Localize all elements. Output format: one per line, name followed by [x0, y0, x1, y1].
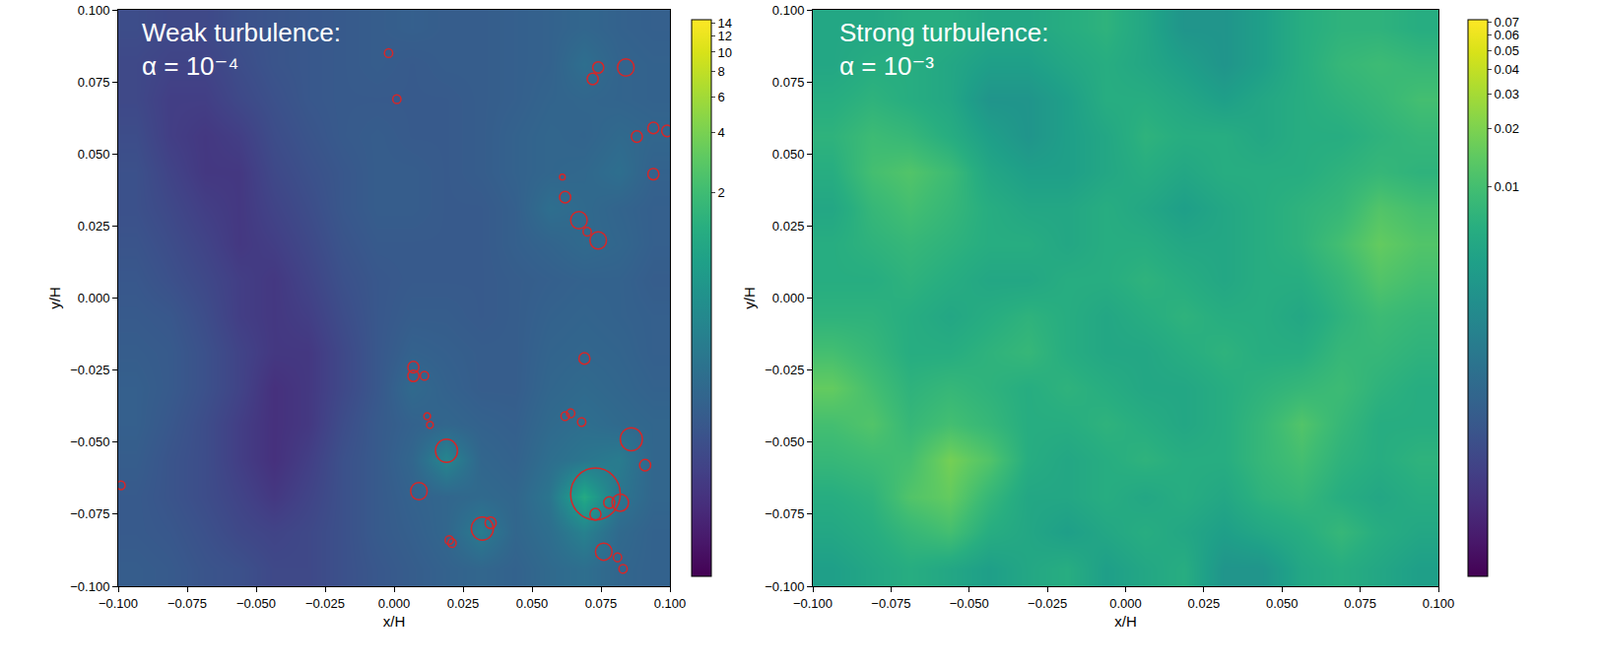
svg-text:0.02: 0.02: [1494, 121, 1520, 136]
svg-text:0.075: 0.075: [585, 596, 618, 611]
svg-text:14: 14: [718, 15, 733, 31]
svg-text:x/H: x/H: [383, 612, 406, 630]
svg-text:0.025: 0.025: [772, 218, 805, 234]
svg-text:y/H: y/H: [46, 286, 64, 310]
svg-text:6: 6: [718, 89, 726, 105]
svg-text:−0.050: −0.050: [949, 596, 990, 611]
svg-text:0.050: 0.050: [1266, 596, 1299, 611]
svg-text:x/H: x/H: [1114, 612, 1137, 630]
svg-text:−0.050: −0.050: [236, 596, 276, 611]
svg-text:0.075: 0.075: [1343, 596, 1377, 611]
svg-text:2: 2: [718, 185, 726, 200]
svg-text:4: 4: [718, 125, 726, 140]
svg-text:0.025: 0.025: [447, 596, 480, 611]
svg-text:Weak turbulence:α = 10⁻⁴: Weak turbulence:α = 10⁻⁴: [141, 17, 341, 81]
svg-text:0.075: 0.075: [77, 74, 111, 90]
svg-text:−0.075: −0.075: [69, 506, 110, 522]
svg-text:0.075: 0.075: [772, 74, 805, 90]
svg-text:0.06: 0.06: [1494, 27, 1520, 43]
svg-text:−0.100: −0.100: [764, 579, 804, 595]
svg-text:10: 10: [718, 45, 733, 61]
svg-text:0.03: 0.03: [1494, 86, 1520, 102]
svg-text:−0.100: −0.100: [793, 596, 833, 611]
svg-text:0.01: 0.01: [1494, 179, 1520, 195]
svg-text:−0.075: −0.075: [764, 506, 804, 522]
svg-text:−0.075: −0.075: [167, 596, 207, 611]
svg-text:−0.025: −0.025: [764, 362, 804, 378]
svg-text:0.07: 0.07: [1494, 14, 1520, 30]
svg-text:0.000: 0.000: [378, 596, 411, 611]
svg-text:0.000: 0.000: [1109, 596, 1142, 611]
svg-text:0.000: 0.000: [77, 290, 111, 306]
svg-text:0.100: 0.100: [772, 2, 805, 18]
svg-text:8: 8: [718, 64, 726, 79]
svg-text:0.100: 0.100: [1422, 596, 1456, 611]
svg-text:−0.075: −0.075: [870, 596, 911, 611]
svg-text:0.025: 0.025: [77, 218, 111, 234]
svg-text:−0.050: −0.050: [69, 434, 110, 450]
svg-text:−0.100: −0.100: [98, 596, 138, 611]
svg-text:0.100: 0.100: [654, 596, 687, 611]
svg-text:−0.050: −0.050: [764, 434, 804, 450]
svg-text:0.000: 0.000: [772, 290, 805, 306]
svg-text:12: 12: [718, 28, 733, 44]
svg-text:0.050: 0.050: [772, 146, 805, 162]
svg-text:−0.025: −0.025: [69, 362, 110, 378]
svg-text:−0.025: −0.025: [1027, 596, 1067, 611]
svg-text:y/H: y/H: [740, 286, 758, 310]
svg-text:−0.025: −0.025: [305, 596, 345, 611]
svg-text:0.050: 0.050: [77, 146, 111, 162]
svg-text:0.100: 0.100: [77, 2, 111, 18]
svg-text:Strong turbulence:α = 10⁻³: Strong turbulence:α = 10⁻³: [839, 17, 1049, 81]
svg-text:0.025: 0.025: [1188, 596, 1221, 611]
svg-text:0.04: 0.04: [1494, 62, 1520, 77]
svg-text:0.05: 0.05: [1494, 43, 1520, 59]
svg-text:−0.100: −0.100: [69, 579, 110, 595]
svg-text:0.050: 0.050: [516, 596, 549, 611]
